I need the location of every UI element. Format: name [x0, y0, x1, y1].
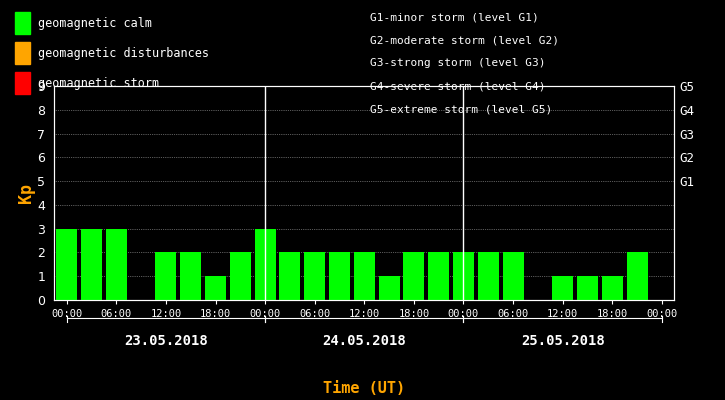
Text: 25.05.2018: 25.05.2018 [521, 334, 605, 348]
Bar [478, 252, 499, 300]
Bar [205, 276, 226, 300]
Text: G2-moderate storm (level G2): G2-moderate storm (level G2) [370, 35, 559, 45]
Bar [155, 252, 176, 300]
Bar [577, 276, 598, 300]
Text: 23.05.2018: 23.05.2018 [124, 334, 208, 348]
Bar [230, 252, 251, 300]
Bar [354, 252, 375, 300]
Text: G5-extreme storm (level G5): G5-extreme storm (level G5) [370, 105, 552, 115]
Text: geomagnetic disturbances: geomagnetic disturbances [38, 46, 209, 60]
Bar [428, 252, 450, 300]
Bar [106, 229, 127, 300]
Text: 24.05.2018: 24.05.2018 [323, 334, 406, 348]
Text: G4-severe storm (level G4): G4-severe storm (level G4) [370, 82, 545, 92]
Text: geomagnetic storm: geomagnetic storm [38, 76, 159, 90]
Bar [602, 276, 623, 300]
Bar [81, 229, 102, 300]
Bar [304, 252, 326, 300]
Bar [552, 276, 573, 300]
Bar [626, 252, 647, 300]
Bar [254, 229, 276, 300]
Text: geomagnetic calm: geomagnetic calm [38, 16, 152, 30]
Bar [329, 252, 350, 300]
Bar [453, 252, 474, 300]
Bar [378, 276, 399, 300]
Y-axis label: Kp: Kp [17, 183, 35, 203]
Text: G1-minor storm (level G1): G1-minor storm (level G1) [370, 12, 539, 22]
Bar [279, 252, 300, 300]
Bar [403, 252, 424, 300]
Bar [502, 252, 523, 300]
Bar [181, 252, 202, 300]
Text: G3-strong storm (level G3): G3-strong storm (level G3) [370, 58, 545, 68]
Bar [57, 229, 78, 300]
Text: Time (UT): Time (UT) [323, 381, 405, 396]
